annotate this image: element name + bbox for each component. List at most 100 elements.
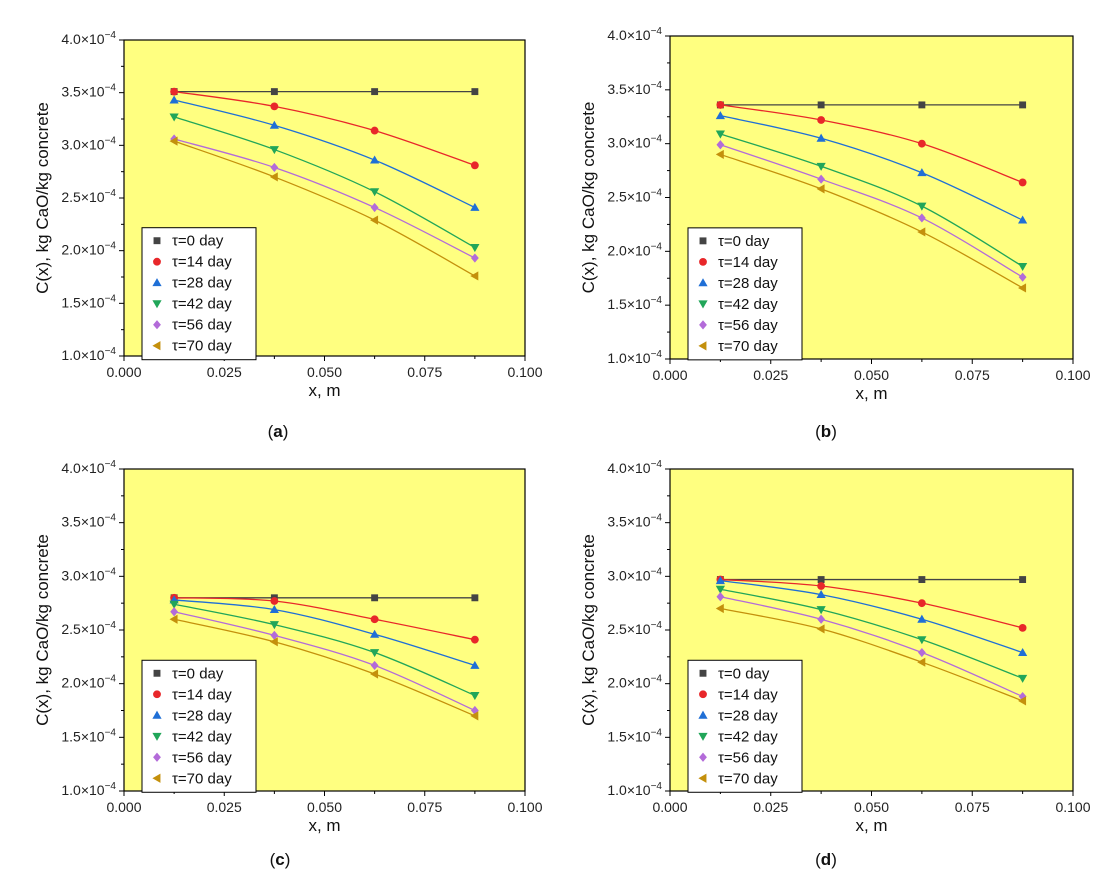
legend-marker xyxy=(699,752,707,762)
data-point xyxy=(169,95,179,104)
data-point xyxy=(370,155,380,164)
data-point xyxy=(817,614,826,624)
legend-marker xyxy=(699,690,707,699)
y-tick-label: 3.0×10−4 xyxy=(61,566,116,583)
x-tick-label: 0.100 xyxy=(507,364,542,380)
data-point xyxy=(817,582,826,590)
legend-marker xyxy=(698,300,708,309)
data-point xyxy=(917,227,926,237)
x-axis-label: x, m xyxy=(308,381,340,400)
y-tick-label: 2.5×10−4 xyxy=(607,620,662,637)
legend-entry: τ=14 day xyxy=(172,254,232,271)
data-point xyxy=(1019,101,1027,109)
legend-marker xyxy=(153,690,161,699)
data-point xyxy=(370,660,379,671)
data-point xyxy=(917,614,927,623)
data-point xyxy=(470,202,480,211)
legend-entry: τ=42 day xyxy=(718,296,778,313)
legend-entry: τ=0 day xyxy=(718,665,770,682)
data-point xyxy=(1018,272,1027,282)
legend-entry: τ=42 day xyxy=(172,728,232,745)
y-tick-label: 4.0×10−4 xyxy=(61,459,116,476)
legend-entry: τ=70 day xyxy=(718,770,778,787)
chart-panel-c: 1.0×10−4 1.5×10−4 2.0×10−4 2.5×10−4 3.0×10−4… xyxy=(33,459,543,869)
y-tick-label: 2.5×10−4 xyxy=(61,620,116,637)
series-line-5 xyxy=(720,607,1023,702)
data-point xyxy=(1018,647,1028,656)
x-tick-label: 0.100 xyxy=(1055,799,1090,815)
data-point xyxy=(470,692,480,701)
data-point xyxy=(1018,215,1028,224)
legend-marker xyxy=(698,773,707,783)
series-line-2 xyxy=(174,599,476,667)
legend-marker xyxy=(699,320,707,330)
legend-box xyxy=(687,227,803,361)
legend-entry: τ=56 day xyxy=(172,749,232,766)
legend-marker xyxy=(699,669,707,677)
data-point xyxy=(1018,623,1027,632)
panel-caption: (a) xyxy=(268,422,289,441)
series-line-4 xyxy=(720,144,1023,278)
legend-entry: τ=56 day xyxy=(718,317,778,334)
legend-entry: τ=0 day xyxy=(172,665,224,682)
data-point xyxy=(1018,691,1027,702)
series-line-1 xyxy=(174,90,476,166)
y-tick-label: 3.0×10−4 xyxy=(61,135,116,152)
y-axis-label: C(x), kg CaO/kg concrete xyxy=(579,534,598,726)
y-axis-label: C(x), kg CaO/kg concrete xyxy=(33,102,52,294)
y-tick-label: 3.5×10−4 xyxy=(607,513,662,530)
x-tick-label: 0.050 xyxy=(307,799,342,815)
x-tick-label: 0.075 xyxy=(955,799,990,815)
data-point xyxy=(1018,674,1028,683)
legend-marker xyxy=(699,257,707,266)
data-point xyxy=(1019,576,1027,584)
y-tick-label: 1.5×10−4 xyxy=(607,295,662,312)
x-axis-label: x, m xyxy=(855,384,887,403)
data-point xyxy=(269,605,279,614)
data-point xyxy=(370,126,379,135)
series-line-4 xyxy=(720,596,1023,698)
x-tick-label: 0.000 xyxy=(652,367,687,383)
data-point xyxy=(1018,178,1027,187)
legend-marker xyxy=(152,300,162,309)
data-point xyxy=(715,576,725,585)
data-point xyxy=(470,635,479,644)
series-line-3 xyxy=(173,603,476,697)
legend-entry: τ=70 day xyxy=(172,338,232,355)
legend-marker xyxy=(698,732,708,741)
x-tick-label: 0.000 xyxy=(106,364,141,380)
legend-marker xyxy=(698,710,708,719)
legend-entry: τ=28 day xyxy=(172,707,232,724)
data-point xyxy=(470,660,480,669)
y-tick-label: 2.0×10−4 xyxy=(607,241,662,258)
x-tick-label: 0.050 xyxy=(854,367,889,383)
legend-marker xyxy=(698,341,707,351)
y-tick-label: 3.5×10−4 xyxy=(61,83,116,100)
y-tick-label: 2.0×10−4 xyxy=(61,241,116,258)
data-point xyxy=(470,271,479,281)
data-point xyxy=(817,576,825,584)
legend-box xyxy=(141,659,257,793)
y-tick-label: 3.0×10−4 xyxy=(607,134,662,151)
y-tick-label: 1.0×10−4 xyxy=(61,346,116,363)
x-tick-label: 0.100 xyxy=(507,799,542,815)
data-point xyxy=(917,213,926,223)
data-point xyxy=(169,136,178,146)
data-point xyxy=(716,592,725,602)
data-point xyxy=(270,597,279,605)
legend-marker xyxy=(153,320,161,330)
legend-marker xyxy=(153,237,161,245)
data-point xyxy=(169,113,179,122)
legend-marker xyxy=(152,732,162,741)
data-point xyxy=(917,202,927,211)
data-point xyxy=(817,116,826,124)
data-point xyxy=(170,87,179,96)
legend-entry: τ=56 day xyxy=(172,317,232,334)
series-line-4 xyxy=(173,138,476,259)
chart-panel-d: 1.0×10−4 1.5×10−4 2.0×10−4 2.5×10−4 3.0×10−4… xyxy=(579,459,1091,869)
data-point xyxy=(817,101,825,109)
data-point xyxy=(471,88,479,96)
data-point xyxy=(1018,283,1027,293)
y-axis-label: C(x), kg CaO/kg concrete xyxy=(579,102,598,294)
